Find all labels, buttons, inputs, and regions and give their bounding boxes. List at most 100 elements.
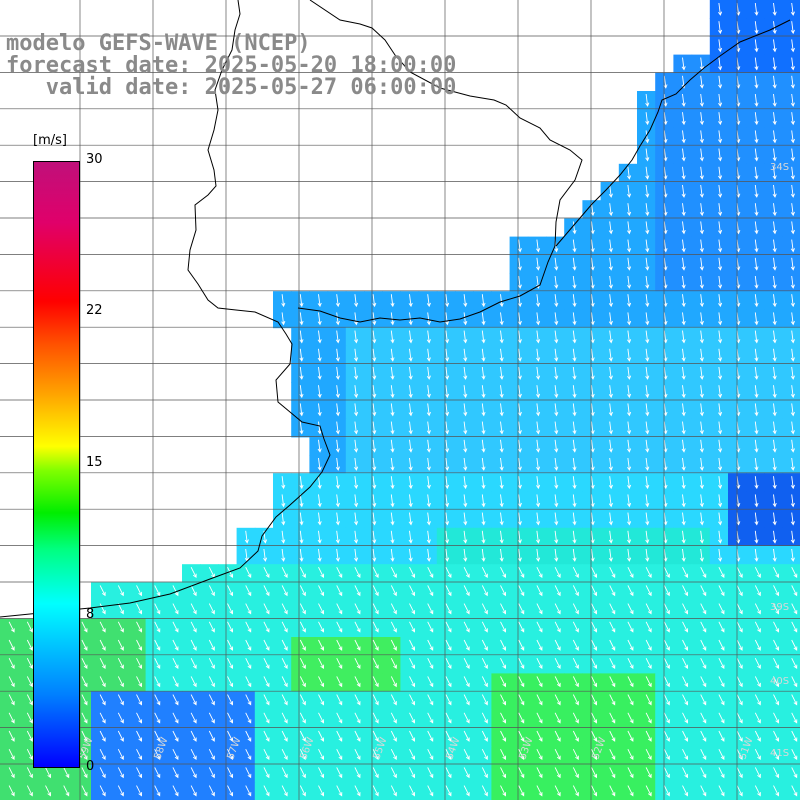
wind-cell: [746, 673, 765, 693]
wind-arrow: [99, 657, 106, 670]
wind-cell: [709, 673, 729, 693]
wind-cell: [491, 309, 511, 329]
wind-cell: [509, 236, 529, 256]
wind-arrow: [790, 494, 795, 508]
wind-arrow: [154, 657, 161, 670]
wind-cell: [182, 673, 201, 693]
wind-cell: [254, 691, 274, 711]
wind-arrow: [427, 694, 434, 706]
wind-cell: [291, 582, 310, 602]
wind-cell: [145, 764, 165, 784]
wind-cell: [546, 782, 565, 800]
wind-cell: [673, 382, 693, 401]
wind-arrow: [699, 403, 704, 417]
wind-cell: [218, 655, 238, 674]
wind-arrow: [699, 512, 704, 526]
wind-cell: [782, 182, 800, 201]
wind-cell: [764, 637, 784, 656]
wind-arrow: [372, 439, 377, 453]
wind-cell: [728, 400, 747, 420]
wind-arrow: [790, 203, 795, 217]
wind-cell: [273, 728, 292, 747]
wind-cell: [72, 764, 92, 784]
wind-arrow: [609, 657, 616, 670]
wind-cell: [746, 91, 765, 110]
wind-arrow: [718, 621, 725, 633]
wind-arrow: [627, 166, 632, 180]
wind-arrow: [8, 712, 15, 724]
wind-arrow: [718, 130, 723, 144]
wind-arrow: [663, 694, 670, 706]
wind-arrow: [481, 439, 486, 453]
wind-arrow: [790, 366, 795, 380]
wind-cell: [345, 600, 365, 620]
wind-arrow: [281, 512, 286, 526]
wind-cell: [764, 218, 784, 238]
wind-cell: [418, 637, 438, 656]
wind-arrow: [754, 312, 759, 326]
wind-cell: [455, 709, 474, 729]
wind-arrow: [117, 694, 124, 706]
wind-cell: [309, 491, 329, 511]
wind-cell: [655, 291, 674, 310]
wind-cell: [782, 509, 800, 529]
wind-cell: [582, 546, 602, 565]
wind-cell: [746, 54, 765, 74]
wind-arrow: [263, 694, 270, 706]
wind-arrow: [663, 166, 668, 180]
colorbar-unit-label: [m/s]: [33, 133, 67, 148]
wind-arrow: [645, 348, 650, 362]
wind-arrow: [299, 694, 306, 706]
wind-cell: [273, 509, 292, 529]
wind-cell: [91, 582, 110, 602]
wind-arrow: [590, 385, 595, 399]
wind-arrow: [317, 348, 322, 362]
wind-cell: [691, 418, 711, 438]
wind-arrow: [190, 767, 197, 779]
wind-cell: [673, 91, 693, 110]
wind-cell: [673, 764, 693, 784]
wind-cell: [364, 764, 383, 784]
wind-arrow: [772, 2, 777, 16]
wind-arrow: [245, 694, 252, 706]
wind-cell: [655, 546, 674, 565]
wind-arrow: [335, 476, 340, 490]
wind-arrow: [227, 767, 234, 779]
wind-arrow: [699, 421, 704, 435]
wind-cell: [655, 327, 674, 347]
wind-arrow: [736, 585, 743, 597]
wind-arrow: [736, 603, 743, 615]
wind-cell: [418, 382, 438, 401]
wind-arrow: [281, 312, 286, 326]
wind-arrow: [663, 457, 668, 471]
wind-arrow: [518, 785, 525, 797]
wind-cell: [400, 382, 420, 401]
wind-arrow: [773, 767, 780, 779]
wind-cell: [327, 491, 347, 511]
wind-cell: [564, 637, 583, 656]
wind-cell: [618, 163, 638, 183]
wind-cell: [127, 618, 147, 638]
wind-arrow: [773, 657, 780, 670]
wind-arrow: [754, 275, 759, 289]
wind-cell: [746, 0, 765, 19]
wind-arrow: [772, 184, 777, 198]
wind-arrow: [773, 730, 780, 742]
wind-arrow: [499, 530, 504, 544]
wind-cell: [764, 309, 784, 329]
wind-cell: [618, 418, 638, 438]
wind-arrow: [681, 294, 686, 308]
colorbar-tick-15: 15: [86, 455, 103, 470]
wind-arrow: [572, 530, 577, 544]
wind-arrow: [445, 621, 452, 633]
wind-arrow: [336, 748, 343, 761]
wind-arrow: [208, 730, 215, 742]
wind-arrow: [554, 494, 559, 508]
wind-cell: [455, 655, 474, 674]
wind-arrow: [390, 476, 395, 490]
wind-cell: [728, 673, 747, 693]
wind-cell: [400, 345, 420, 365]
wind-arrow: [718, 657, 725, 670]
wind-cell: [600, 637, 620, 656]
wind-cell: [291, 564, 310, 583]
